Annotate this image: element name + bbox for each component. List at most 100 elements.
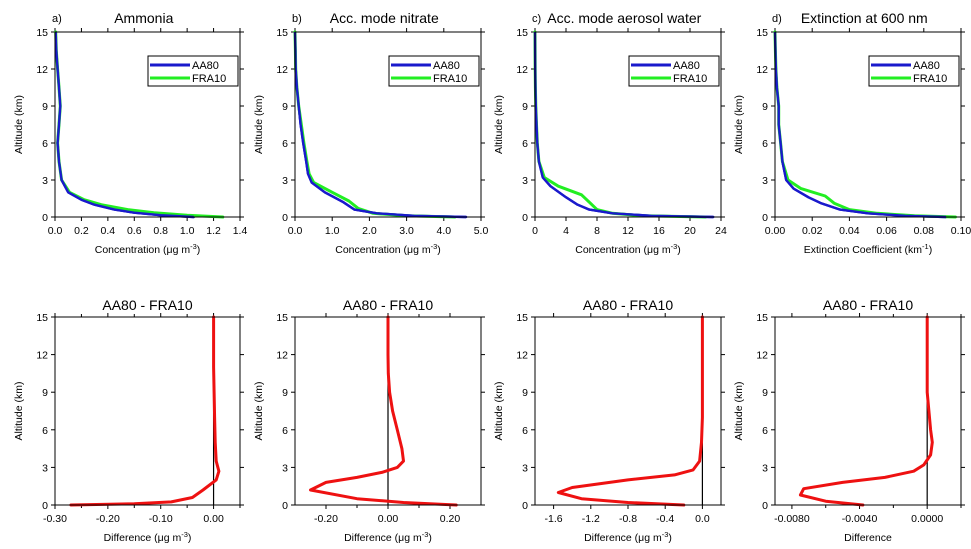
legend-entry: AA80 [433,60,460,72]
series-line-1 [69,315,221,507]
y-tick-label: 9 [762,387,768,399]
y-tick-label: 6 [42,425,48,437]
x-tick-label: 0.2 [74,225,89,237]
y-tick-label: 3 [282,175,288,187]
x-tick-label: 16 [653,225,665,237]
y-tick-label: 9 [282,387,288,399]
x-axis-unit-close: ) [428,532,432,544]
x-axis-label: Difference (μg m-3) [584,530,672,544]
x-axis-unit: (μg m [401,244,431,256]
x-tick-label: 2.0 [362,225,377,237]
x-tick-label: -0.10 [149,513,173,525]
series-line-1-top [54,31,194,219]
x-axis-unit: (km [902,244,923,256]
y-tick-label: 12 [276,64,288,76]
panel-title: AA80 - FRA10 [343,297,433,313]
legend-box [868,55,960,87]
panel-label: c) [532,13,541,25]
y-tick-label: 9 [762,101,768,113]
x-axis-unit-exponent: -3 [431,242,438,251]
y-tick-label: 3 [42,462,48,474]
panel-1: a) Ammonia 0 3 6 9 12 15 0.0 0.2 0.4 0.6 0.8 1.0 1.2 1.… [13,10,247,256]
x-tick-label: 0.06 [876,225,897,237]
x-tick-label: 1.2 [206,225,221,237]
y-tick-label: 6 [522,138,528,150]
x-tick-label: 4.0 [436,225,451,237]
x-axis-label: Difference [844,532,892,544]
y-tick-label: 0 [522,212,528,224]
panel-6: AA80 - FRA10 0 3 6 9 12 15 -0.20 0.00 0.20 Altitud… [253,297,485,544]
axes-frame [774,316,962,506]
y-tick-label: 6 [42,138,48,150]
x-tick-label: -0.8 [619,513,637,525]
panel-3: c) Acc. mode aerosol water 0 3 6 9 12 15 0 4 8 12 16… [493,10,727,256]
y-tick-label: 15 [756,27,768,39]
y-tick-label: 9 [522,101,528,113]
series-line-1-top [773,31,947,219]
x-tick-label: 0.4 [101,225,116,237]
y-tick-label: 15 [516,312,528,324]
axes-frame [54,31,241,218]
panel-label: d) [772,13,782,25]
x-axis-label-name: Difference [104,532,152,544]
y-axis-label: Altitude (km) [13,382,25,441]
y-tick-label: 3 [282,462,288,474]
x-tick-label: 8 [594,225,600,237]
series-line-1 [309,315,458,507]
x-axis-unit-exponent: -3 [190,242,197,251]
x-tick-label: 0.00 [378,513,399,525]
y-tick-label: 0 [762,500,768,512]
y-tick-label: 12 [516,64,528,76]
x-tick-label: 3.0 [399,225,414,237]
x-axis-label-name: Difference [584,532,632,544]
y-tick-label: 15 [36,27,48,39]
y-axis-label: Altitude (km) [253,95,265,154]
series-line-1 [556,315,704,507]
x-axis-unit-close: ) [929,244,933,256]
x-axis-label-name: Difference [344,532,392,544]
y-tick-label: 15 [276,27,288,39]
y-tick-label: 12 [516,350,528,362]
y-tick-label: 0 [42,212,48,224]
x-tick-label: 24 [715,225,727,237]
x-axis-unit-close: ) [677,244,681,256]
x-axis-unit: (μg m [392,532,422,544]
x-tick-label: -0.0080 [774,513,810,525]
x-tick-label: -0.4 [656,513,674,525]
x-tick-label: 0.0 [48,225,63,237]
x-axis-unit-close: ) [668,532,672,544]
x-tick-label: 0.08 [914,225,935,237]
legend-box [388,55,480,87]
x-tick-label: 0.04 [839,225,860,237]
panel-title: AA80 - FRA10 [583,297,673,313]
y-tick-label: 0 [762,212,768,224]
x-axis-label-name: Concentration [335,244,401,256]
panel-7: AA80 - FRA10 0 3 6 9 12 15 -1.6 -1.2 -0.8 -0.4 0.0 A… [493,297,725,544]
legend-entry: FRA10 [192,73,226,85]
x-tick-label: 0.10 [951,225,971,237]
x-axis-label-name: Concentration [95,244,161,256]
legend-box [628,55,720,87]
panel-title: Ammonia [114,10,173,26]
y-tick-label: 15 [276,312,288,324]
x-tick-label: 0 [532,225,538,237]
y-tick-label: 6 [282,138,288,150]
panel-4: d) Extinction at 600 nm 0 3 6 9 12 15 0.00 0.02 0.… [733,10,971,256]
x-tick-label: -0.20 [314,513,338,525]
x-tick-label: 0.0000 [911,513,943,525]
y-tick-label: 0 [522,500,528,512]
panel-title: AA80 - FRA10 [823,297,913,313]
x-tick-label: 0.0 [288,225,303,237]
legend-entry: AA80 [673,60,700,72]
panel-label: a) [52,13,62,25]
y-tick-label: 0 [42,500,48,512]
x-axis-unit-close: ) [188,532,192,544]
legend-entry: FRA10 [433,73,467,85]
y-tick-label: 6 [522,425,528,437]
y-tick-label: 15 [516,27,528,39]
x-axis-label: Concentration (μg m-3) [335,242,441,256]
panel-title: Acc. mode aerosol water [547,10,701,26]
x-tick-label: 0.00 [765,225,786,237]
y-tick-label: 9 [42,387,48,399]
